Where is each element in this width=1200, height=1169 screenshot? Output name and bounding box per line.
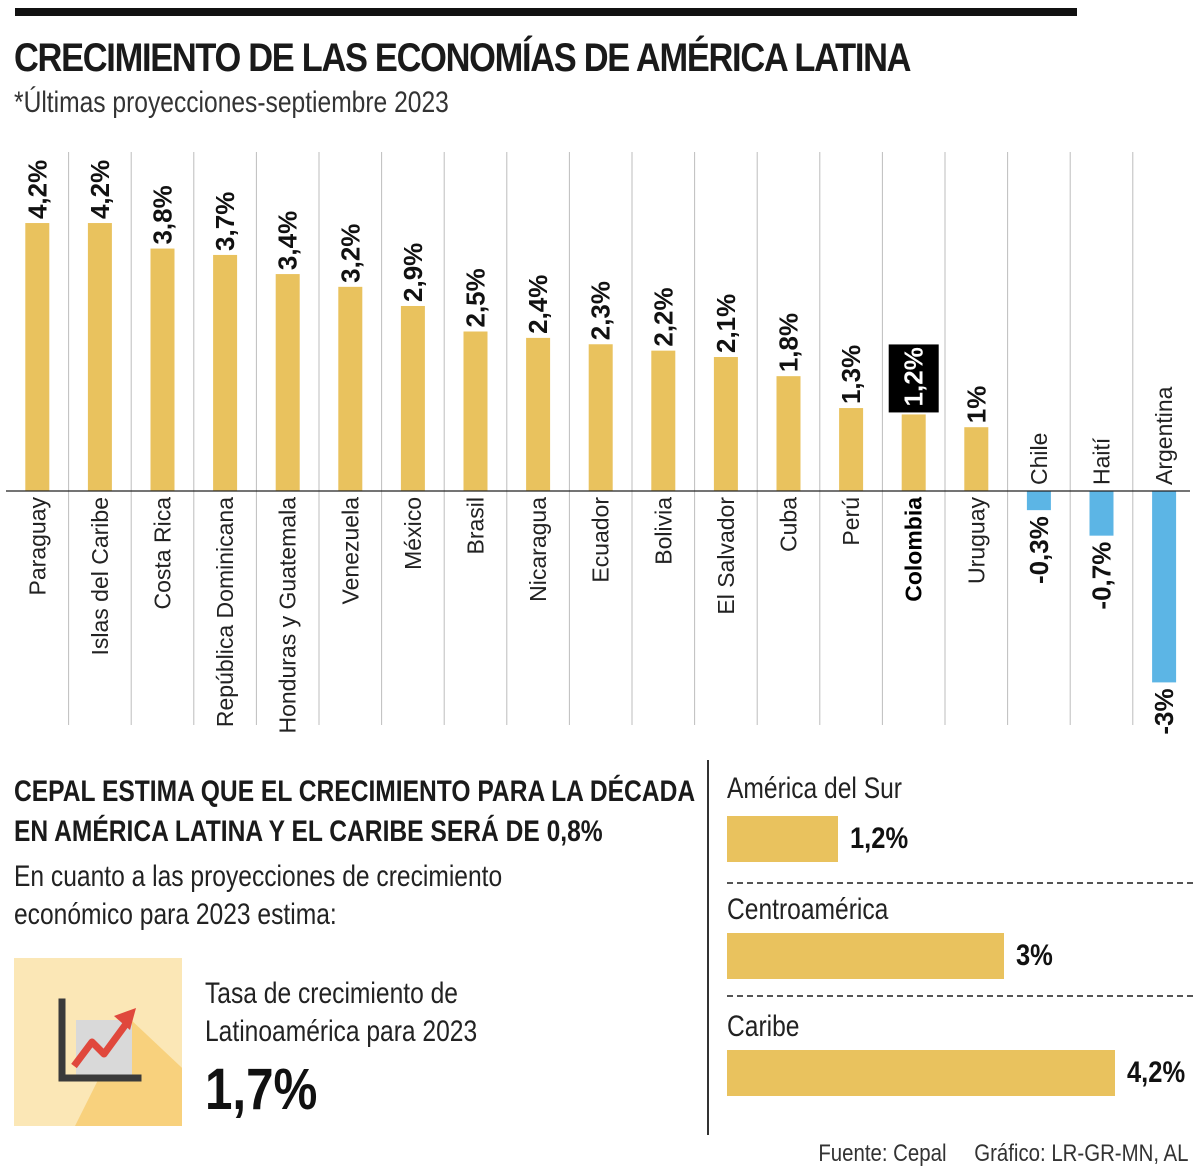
category-label: Nicaragua [525, 497, 551, 602]
latam-growth-label-line-2: Latinoamérica para 2023 [205, 1015, 478, 1048]
bar-value-label: 2,2% [648, 287, 678, 346]
category-label: Colombia [901, 497, 927, 602]
bar [713, 357, 738, 491]
category-label: Ecuador [588, 497, 614, 583]
bar [526, 337, 551, 491]
bar [1089, 491, 1114, 536]
category-label: Chile [1026, 433, 1052, 485]
region-bar [727, 933, 1005, 979]
region-separator [727, 882, 1193, 884]
bar-value-label: 2,5% [461, 268, 491, 327]
category-label: Bolivia [650, 497, 676, 565]
category-label: Paraguay [24, 497, 50, 596]
bar-value-label: 3,4% [273, 211, 303, 270]
bar [839, 408, 864, 491]
bar-value-label: 2,1% [711, 294, 741, 353]
bar [588, 344, 613, 491]
source-credit: Fuente: Cepal [817, 1140, 946, 1167]
bar [338, 286, 363, 491]
latam-growth-label-line-1: Tasa de crecimiento de [205, 977, 458, 1010]
region-name: Caribe [727, 1010, 800, 1043]
category-label: Perú [838, 497, 864, 546]
bar-value-label: 1,2% [899, 347, 929, 406]
bar-value-label: 3,2% [335, 224, 365, 283]
bar [275, 274, 300, 491]
category-label: Cuba [776, 497, 802, 552]
bar-value-label: -3% [1149, 688, 1179, 734]
region-separator [727, 995, 1193, 997]
bar [776, 376, 801, 491]
bar [400, 305, 425, 491]
region-value: 4,2% [1127, 1056, 1186, 1089]
region-value: 3% [1016, 939, 1053, 972]
bar [463, 331, 488, 491]
region-bar [727, 816, 838, 862]
bar [651, 350, 676, 491]
bar-value-label: 1,3% [836, 345, 866, 404]
bar [25, 223, 50, 492]
bar-value-label: 3,7% [210, 192, 240, 251]
bar [1026, 491, 1051, 511]
bar-value-label: 2,3% [586, 281, 616, 340]
category-label: Argentina [1151, 386, 1177, 485]
bar [1152, 491, 1177, 683]
page-subtitle: *Últimas proyecciones-septiembre 2023 [14, 86, 449, 119]
category-label: República Dominicana [212, 497, 238, 727]
growth-bar-chart: 4,2% Paraguay 4,2% Islas del Caribe 3,8% Cost… [6, 152, 1190, 735]
highlight-value-box [888, 344, 939, 413]
bar-value-label: 1,8% [774, 313, 804, 372]
description-line-2: económico para 2023 estima: [14, 898, 337, 931]
decade-title-line-1: CEPAL ESTIMA QUE EL CRECIMIENTO PARA LA … [14, 775, 696, 808]
top-rule [15, 8, 1077, 16]
region-name: Centroamérica [727, 893, 889, 926]
bar [150, 248, 175, 491]
category-label: Haití [1089, 437, 1115, 485]
bar-value-label: 3,8% [148, 185, 178, 244]
bar-value-label: -0,7% [1087, 542, 1117, 610]
decade-title-line-2: EN AMÉRICA LATINA Y EL CARIBE SERÁ DE 0,… [14, 815, 603, 848]
bar-value-label: 2,9% [398, 243, 428, 302]
category-label: Brasil [463, 497, 489, 555]
description-line-1: En cuanto a las proyecciones de crecimie… [14, 860, 503, 893]
bar [964, 427, 989, 491]
bar-value-label: 2,4% [523, 275, 553, 334]
latam-growth-value: 1,7% [205, 1057, 318, 1122]
page-title: CRECIMIENTO DE LAS ECONOMÍAS DE AMÉRICA … [14, 36, 912, 80]
growth-chart-icon [14, 958, 182, 1126]
bar [87, 223, 112, 492]
region-bar [727, 1050, 1115, 1096]
bar [213, 254, 238, 491]
graphic-credit: Gráfico: LR-GR-MN, AL [973, 1140, 1188, 1167]
region-value: 1,2% [849, 822, 908, 855]
latam-growth-label: Tasa de crecimiento de Latinoamérica par… [205, 975, 477, 1051]
category-label: Costa Rica [150, 497, 176, 610]
category-label: El Salvador [713, 497, 739, 615]
footer: Fuente: Cepal Gráfico: LR-GR-MN, AL [818, 1140, 1188, 1168]
bar-value-label: 4,2% [22, 160, 52, 219]
decade-estimate-title: CEPAL ESTIMA QUE EL CRECIMIENTO PARA LA … [14, 772, 695, 852]
bar-value-label: 1% [961, 386, 991, 424]
projection-description: En cuanto a las proyecciones de crecimie… [14, 858, 502, 934]
region-name: América del Sur [727, 772, 903, 805]
category-label: Uruguay [963, 497, 989, 584]
section-divider [707, 760, 709, 1135]
category-label: Islas del Caribe [87, 497, 113, 656]
bar-value-label: 4,2% [85, 160, 115, 219]
bar-value-label: -0,3% [1024, 516, 1054, 584]
bar [901, 414, 926, 491]
category-label: México [400, 497, 426, 570]
category-label: Venezuela [337, 497, 363, 605]
category-label: Honduras y Guatemala [275, 497, 301, 734]
